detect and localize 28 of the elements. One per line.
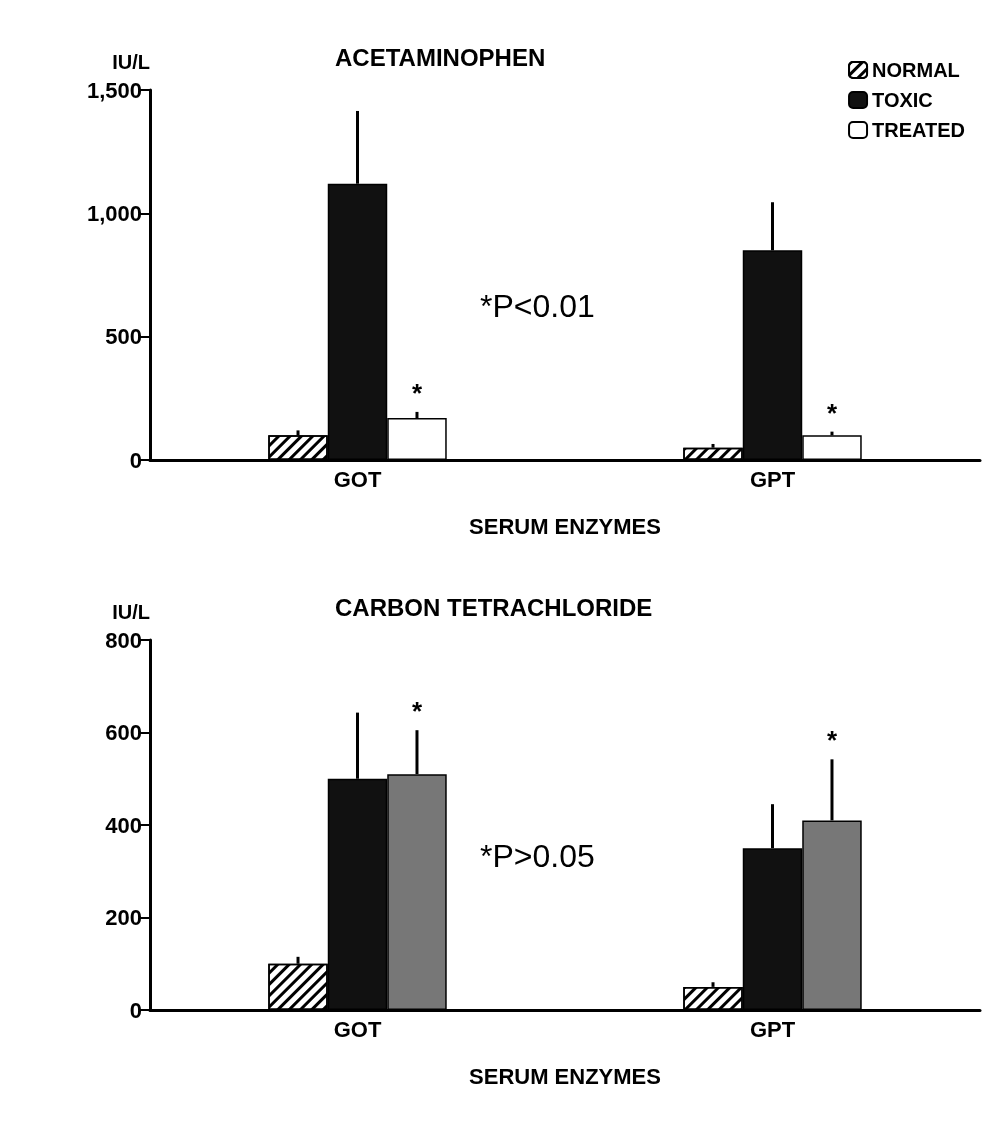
- y-tick-label: 800: [105, 627, 142, 653]
- data-label: *: [826, 397, 838, 428]
- x-tick-label: GOT: [333, 1016, 382, 1042]
- y-tick-label: 1,000: [86, 200, 142, 226]
- x-tick-label: GOT: [333, 466, 382, 492]
- x-tick-label: GPT: [749, 466, 796, 492]
- chart-title: ACETAMINOPHEN: [335, 43, 546, 71]
- y-tick-label: 0: [129, 997, 142, 1023]
- annotation: *P>0.05: [480, 838, 595, 874]
- legend-label: TOXIC: [872, 89, 933, 111]
- y-tick-label: 600: [105, 720, 142, 745]
- x-tick-label: GPT: [749, 1016, 796, 1042]
- chart-title: CARBON TETRACHLORIDE: [335, 593, 653, 621]
- legend-label: TREATED: [872, 119, 966, 141]
- y-axis-title: IU/L: [112, 601, 150, 623]
- y-tick-label: 200: [105, 905, 142, 930]
- y-tick-label: 0: [129, 447, 142, 473]
- data-label: *: [411, 377, 423, 408]
- y-tick-label: 500: [105, 324, 142, 350]
- legend-label: NORMAL: [872, 59, 960, 81]
- x-axis-title: SERUM ENZYMES: [469, 513, 661, 539]
- y-tick-label: 400: [105, 812, 142, 838]
- y-tick-label: 1,500: [86, 77, 142, 103]
- y-axis-title: IU/L: [112, 51, 150, 73]
- x-axis-title: SERUM ENZYMES: [469, 1063, 661, 1089]
- data-label: *: [826, 725, 838, 756]
- data-label: *: [411, 696, 423, 727]
- annotation: *P<0.01: [480, 288, 595, 324]
